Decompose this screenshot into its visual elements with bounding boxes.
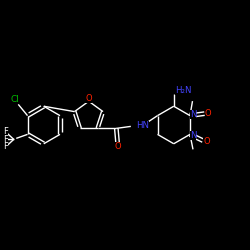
- Text: F: F: [3, 127, 8, 136]
- Text: HN: HN: [136, 122, 149, 130]
- Text: O: O: [86, 94, 92, 103]
- Text: Cl: Cl: [10, 95, 20, 104]
- Text: O: O: [204, 138, 210, 146]
- Text: O: O: [205, 109, 212, 118]
- Text: O: O: [114, 142, 121, 151]
- Text: F: F: [3, 142, 8, 151]
- Text: N: N: [190, 110, 196, 119]
- Text: H₂N: H₂N: [175, 86, 192, 95]
- Text: N: N: [190, 131, 196, 140]
- Text: F: F: [3, 135, 8, 144]
